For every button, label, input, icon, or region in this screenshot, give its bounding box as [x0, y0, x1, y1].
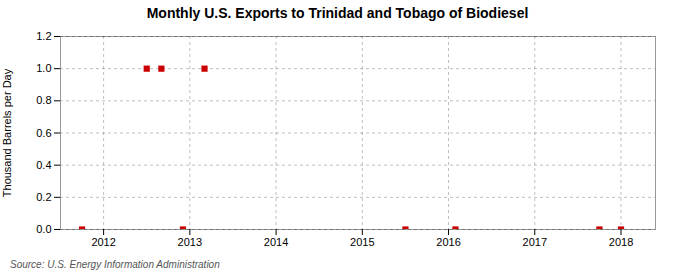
svg-text:1.0: 1.0: [36, 62, 51, 74]
svg-text:2018: 2018: [609, 236, 633, 248]
svg-text:2014: 2014: [264, 236, 288, 248]
svg-text:2015: 2015: [350, 236, 374, 248]
svg-text:Thousand Barrels per Day: Thousand Barrels per Day: [1, 68, 13, 197]
svg-text:2016: 2016: [436, 236, 460, 248]
html-text:Monthly U.S. Exports to Trinid: Monthly U.S. Exports to Trinidad and Tob…: [146, 5, 529, 21]
svg-text:2012: 2012: [91, 236, 115, 248]
svg-text:0.0: 0.0: [36, 223, 51, 235]
svg-text:0.6: 0.6: [36, 127, 51, 139]
svg-text:2017: 2017: [523, 236, 547, 248]
svg-text:0.4: 0.4: [36, 159, 51, 171]
html-text:Source: U.S. Energy Informatio: Source: U.S. Energy Information Administ…: [10, 259, 220, 270]
svg-text:1.2: 1.2: [36, 30, 51, 42]
svg-text:0.8: 0.8: [36, 94, 51, 106]
svg-text:0.2: 0.2: [36, 191, 51, 203]
svg-text:2013: 2013: [178, 236, 202, 248]
